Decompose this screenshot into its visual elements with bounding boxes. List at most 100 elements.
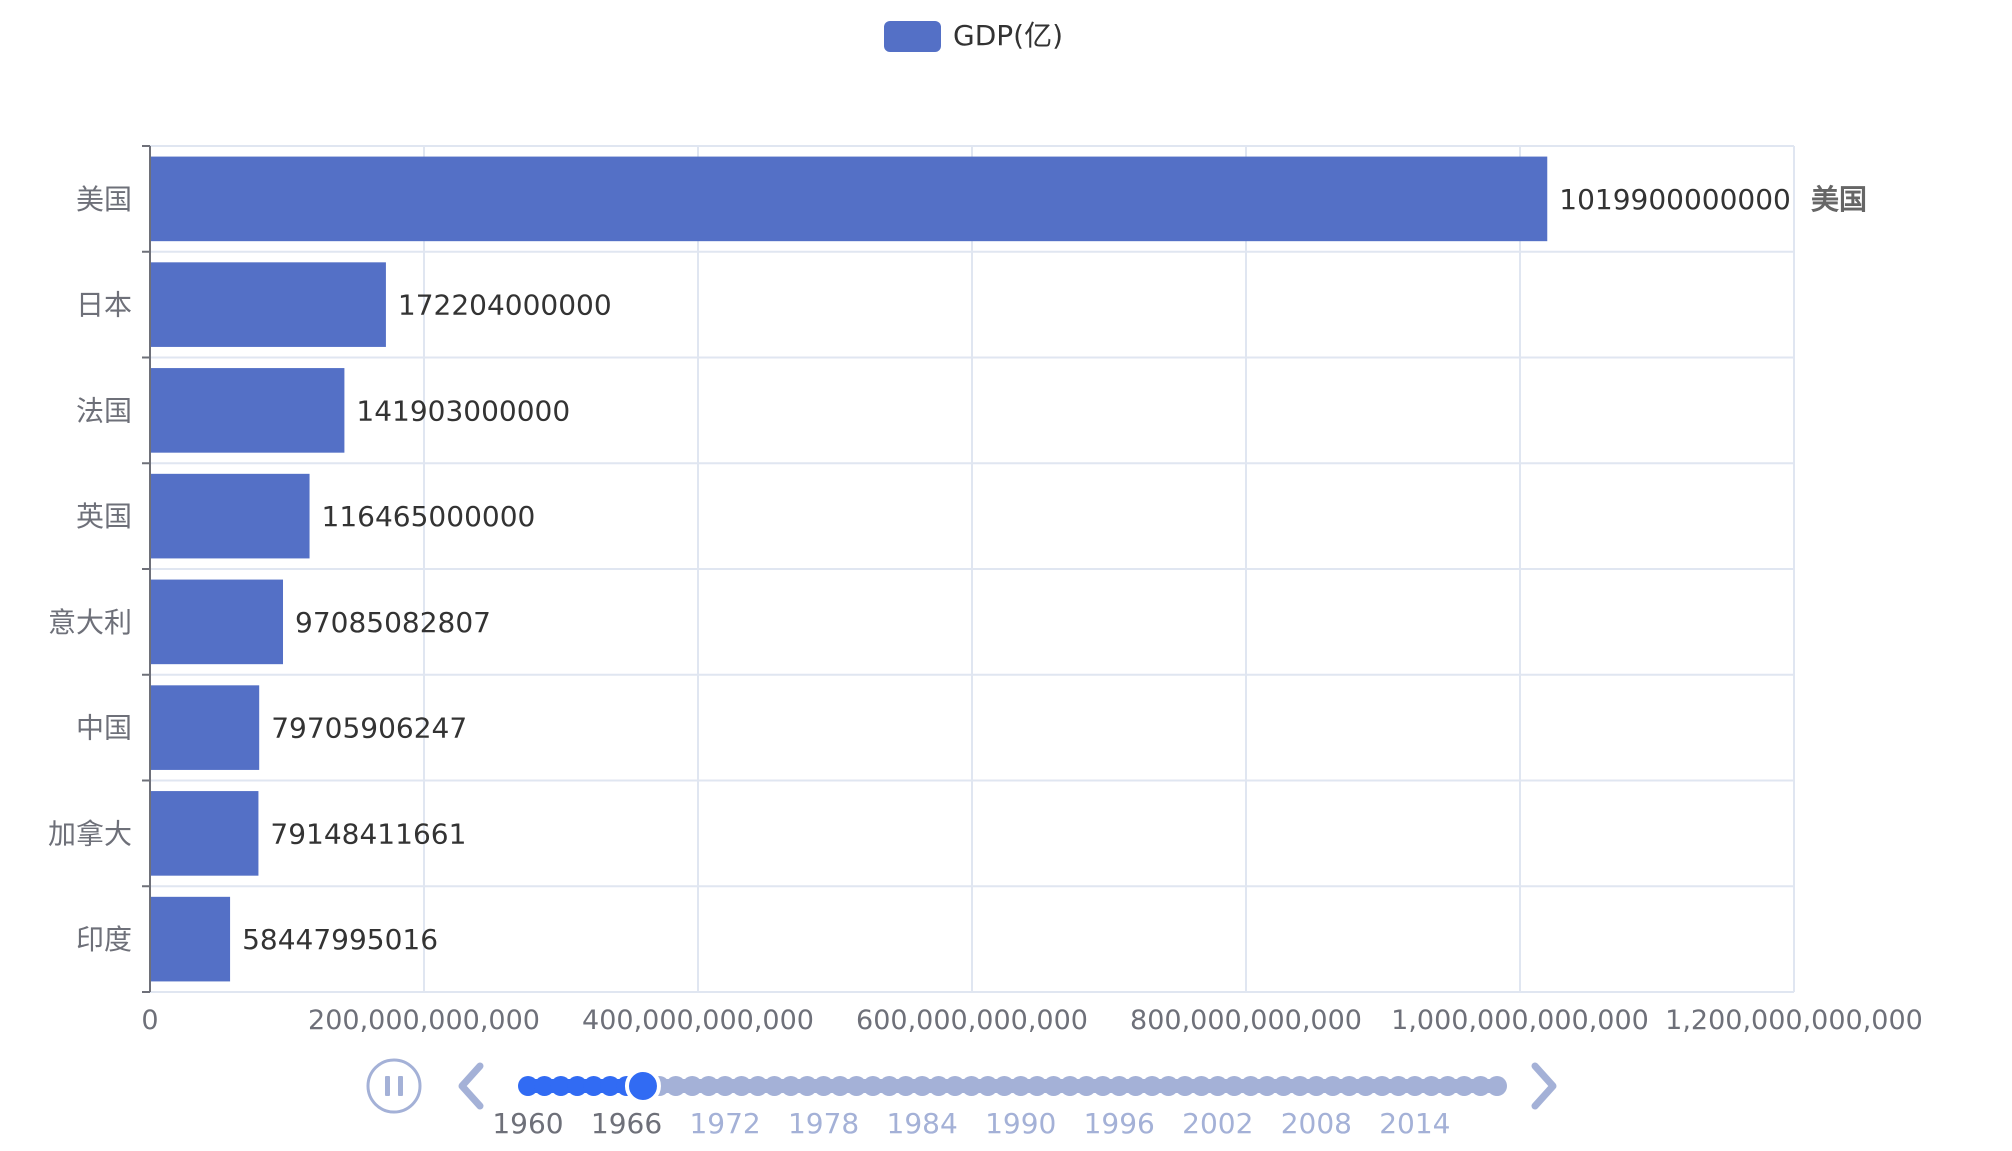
timeline-point[interactable] xyxy=(928,1076,949,1096)
bar[interactable] xyxy=(150,368,345,453)
right-label: 美国 xyxy=(1811,183,1867,216)
x-axis-tick-label: 800,000,000,000 xyxy=(1130,1005,1362,1036)
y-axis-label: 法国 xyxy=(76,394,132,427)
pause-icon-bar-right[interactable] xyxy=(398,1076,403,1096)
timeline-year-label[interactable]: 2008 xyxy=(1281,1107,1352,1140)
timeline-point[interactable] xyxy=(1289,1076,1310,1096)
timeline-point[interactable] xyxy=(600,1076,621,1096)
timeline-point[interactable] xyxy=(1372,1076,1393,1096)
bar-value-label: 1019900000000 xyxy=(1559,183,1791,216)
timeline-point[interactable] xyxy=(994,1076,1015,1096)
bar[interactable] xyxy=(150,896,231,982)
pause-icon-bar-left[interactable] xyxy=(385,1076,390,1096)
timeline-point[interactable] xyxy=(912,1076,933,1096)
timeline-year-label[interactable]: 2002 xyxy=(1182,1107,1253,1140)
timeline-point[interactable] xyxy=(1322,1076,1343,1096)
timeline-point[interactable] xyxy=(945,1076,966,1096)
timeline-year-label[interactable]: 1960 xyxy=(492,1107,563,1140)
x-axis-tick-label: 200,000,000,000 xyxy=(308,1005,540,1036)
timeline-point[interactable] xyxy=(731,1076,752,1096)
bar[interactable] xyxy=(150,156,1548,242)
timeline-point[interactable] xyxy=(1191,1076,1212,1096)
timeline-point[interactable] xyxy=(977,1076,998,1096)
timeline-year-labels: 1960 1966 1972 1978 1984 1990 1996 2002 2008 2014 xyxy=(492,1107,1450,1140)
legend-label[interactable]: GDP(亿) xyxy=(953,19,1063,52)
bar-value-label: 172204000000 xyxy=(398,289,612,322)
timeline-point[interactable] xyxy=(715,1076,736,1096)
timeline-point[interactable] xyxy=(1437,1076,1458,1096)
bar-value-label: 97085082807 xyxy=(295,606,491,639)
timeline-point[interactable] xyxy=(1174,1076,1195,1096)
timeline-point[interactable] xyxy=(1388,1076,1409,1096)
timeline-current-handle[interactable] xyxy=(624,1068,661,1104)
timeline-point[interactable] xyxy=(797,1076,818,1096)
timeline-point[interactable] xyxy=(813,1076,834,1096)
timeline-point[interactable] xyxy=(1142,1076,1163,1096)
timeline-point[interactable] xyxy=(1421,1076,1442,1096)
timeline-year-label[interactable]: 1966 xyxy=(591,1107,662,1140)
timeline-year-label[interactable]: 1972 xyxy=(689,1107,760,1140)
timeline-point[interactable] xyxy=(1109,1076,1130,1096)
timeline-point[interactable] xyxy=(1043,1076,1064,1096)
timeline-point[interactable] xyxy=(1404,1076,1425,1096)
timeline-point[interactable] xyxy=(764,1076,785,1096)
play-pause-circle[interactable] xyxy=(366,1058,422,1114)
timeline-point[interactable] xyxy=(1224,1076,1245,1096)
timeline-point[interactable] xyxy=(583,1076,604,1096)
timeline-point[interactable] xyxy=(846,1076,867,1096)
timeline-point[interactable] xyxy=(1076,1076,1097,1096)
timeline-point[interactable] xyxy=(1257,1076,1278,1096)
chevron-left-icon[interactable] xyxy=(458,1062,484,1110)
timeline-point[interactable] xyxy=(1027,1076,1048,1096)
chevron-right-icon[interactable] xyxy=(1531,1062,1557,1110)
timeline-point[interactable] xyxy=(698,1076,719,1096)
legend[interactable]: GDP(亿) xyxy=(884,19,1063,52)
timeline-point[interactable] xyxy=(518,1076,538,1096)
timeline-year-label[interactable]: 2014 xyxy=(1379,1107,1450,1140)
timeline-point[interactable] xyxy=(879,1076,900,1096)
timeline-point[interactable] xyxy=(1339,1076,1360,1096)
timeline-year-label[interactable]: 1984 xyxy=(887,1107,958,1140)
timeline-point[interactable] xyxy=(1092,1076,1113,1096)
timeline-point[interactable] xyxy=(1207,1076,1228,1096)
timeline-point[interactable] xyxy=(1125,1076,1146,1096)
timeline-point[interactable] xyxy=(780,1076,801,1096)
timeline-point[interactable] xyxy=(567,1076,588,1096)
bar-series xyxy=(150,156,1548,982)
timeline-point[interactable] xyxy=(830,1076,851,1096)
timeline-points[interactable] xyxy=(518,1076,1507,1096)
play-pause-button[interactable] xyxy=(366,1058,422,1114)
bar-value-label: 79148411661 xyxy=(270,817,466,850)
timeline-point[interactable] xyxy=(1487,1076,1507,1096)
bar[interactable] xyxy=(150,579,284,665)
timeline-point[interactable] xyxy=(534,1076,555,1096)
bar[interactable] xyxy=(150,262,386,347)
bar[interactable] xyxy=(150,685,260,770)
timeline-year-label[interactable]: 1990 xyxy=(985,1107,1056,1140)
timeline-point[interactable] xyxy=(1355,1076,1376,1096)
timeline-point[interactable] xyxy=(747,1076,768,1096)
timeline-point[interactable] xyxy=(895,1076,916,1096)
timeline-point[interactable] xyxy=(665,1076,686,1096)
timeline-point[interactable] xyxy=(1059,1076,1080,1096)
timeline-point[interactable] xyxy=(682,1076,703,1096)
timeline-point[interactable] xyxy=(1158,1076,1179,1096)
bar[interactable] xyxy=(150,473,310,559)
bar[interactable] xyxy=(150,791,259,876)
timeline-point[interactable] xyxy=(961,1076,982,1096)
timeline-point[interactable] xyxy=(1470,1076,1491,1096)
x-axis-tick-label: 400,000,000,000 xyxy=(582,1005,814,1036)
timeline-year-label[interactable]: 1978 xyxy=(788,1107,859,1140)
bar-value-label: 116465000000 xyxy=(322,500,536,533)
timeline-point[interactable] xyxy=(862,1076,883,1096)
timeline-point[interactable] xyxy=(550,1076,571,1096)
timeline-point[interactable] xyxy=(1273,1076,1294,1096)
timeline-point[interactable] xyxy=(1306,1076,1327,1096)
y-axis-label: 印度 xyxy=(76,923,132,956)
timeline-point[interactable] xyxy=(1010,1076,1031,1096)
timeline-year-label[interactable]: 1996 xyxy=(1084,1107,1155,1140)
legend-swatch[interactable] xyxy=(884,21,941,52)
timeline-point[interactable] xyxy=(1454,1076,1475,1096)
timeline-point[interactable] xyxy=(1240,1076,1261,1096)
